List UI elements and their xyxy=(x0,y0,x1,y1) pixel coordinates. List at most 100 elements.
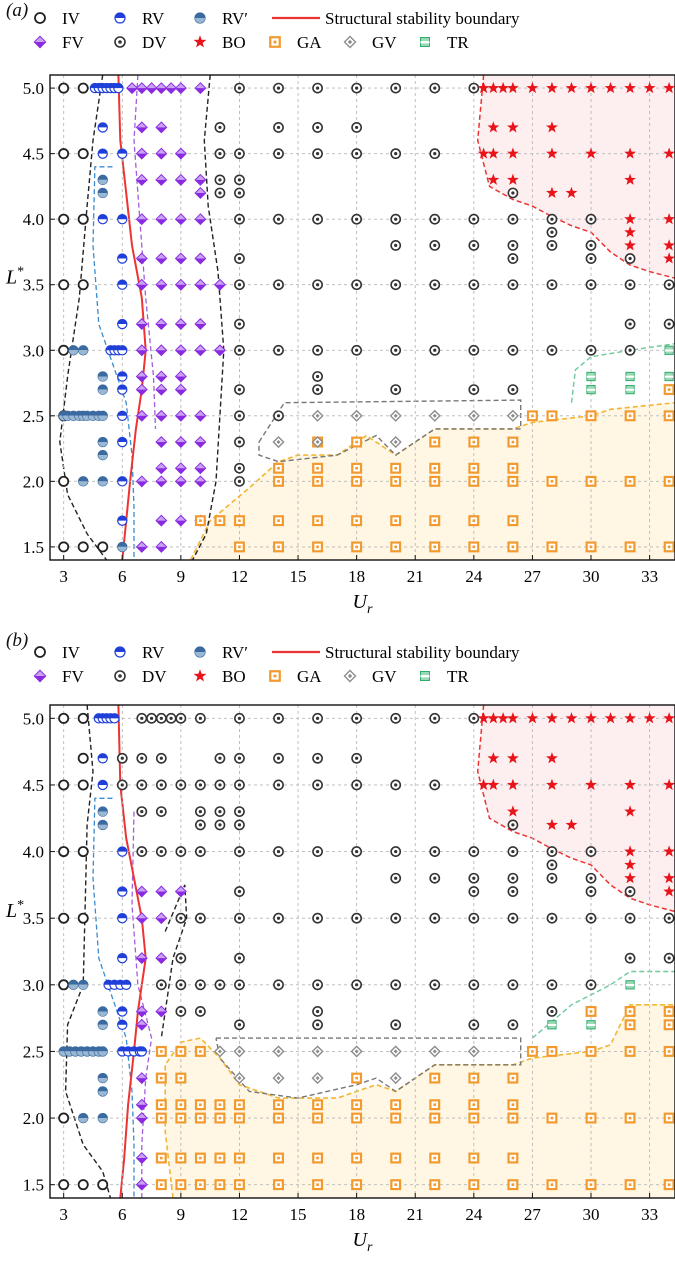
point-DV xyxy=(546,979,558,991)
data-markers xyxy=(58,712,675,1191)
point-GA xyxy=(663,541,675,553)
legend-label-TR: TR xyxy=(447,33,469,52)
point-GV xyxy=(311,409,324,422)
legend-label-IV: IV xyxy=(62,9,81,28)
point-RV xyxy=(117,1019,128,1030)
point-FV xyxy=(155,370,168,383)
point-FV xyxy=(174,436,187,449)
legend-marker-RV xyxy=(114,12,126,24)
point-GA xyxy=(351,1099,363,1111)
point-DV xyxy=(234,979,245,991)
point-BO xyxy=(497,712,510,724)
point-GA xyxy=(194,1112,206,1124)
legend-label-RV: RV xyxy=(142,9,165,28)
point-RV xyxy=(117,436,128,448)
point-IV xyxy=(58,779,70,791)
point-RV xyxy=(117,384,128,395)
point-GA xyxy=(351,1152,363,1164)
point-FV xyxy=(155,318,168,331)
point-DV xyxy=(351,752,363,764)
point-GA xyxy=(155,1152,167,1164)
point-GA xyxy=(155,1179,167,1191)
point-RVp xyxy=(97,1019,108,1030)
point-RV xyxy=(136,1046,147,1057)
point-GA xyxy=(468,1112,480,1124)
point-GA xyxy=(546,475,558,487)
point-GA xyxy=(194,515,206,527)
point-GA xyxy=(214,515,226,527)
point-GA xyxy=(273,475,284,487)
point-DV xyxy=(312,82,323,94)
point-BO xyxy=(565,186,578,198)
point-GA xyxy=(468,475,480,487)
chart-a: IV RV RV′ Structural stability boundary FV DV… xyxy=(5,9,675,617)
point-GA xyxy=(507,515,519,527)
point-IV xyxy=(77,712,89,724)
point-RV xyxy=(117,213,128,225)
point-GA xyxy=(663,1112,675,1124)
point-GA xyxy=(429,462,441,474)
point-DV xyxy=(273,979,284,991)
point-FV xyxy=(135,912,148,925)
point-DV xyxy=(273,779,284,791)
legend-label-RVp: RV′ xyxy=(222,9,248,28)
point-GA xyxy=(663,384,675,396)
point-GA xyxy=(175,1112,187,1124)
point-FV xyxy=(155,147,168,160)
x-axis-label: Ur xyxy=(353,591,373,617)
point-BO xyxy=(624,239,636,251)
point-DV xyxy=(214,979,226,991)
point-DV xyxy=(507,240,519,251)
point-GA xyxy=(546,541,558,553)
point-DV xyxy=(175,1006,187,1017)
point-DV xyxy=(351,213,363,225)
point-GA xyxy=(233,541,245,553)
legend-marker-GV xyxy=(343,35,357,49)
point-BO xyxy=(487,81,500,94)
point-DV xyxy=(507,819,519,831)
point-RV xyxy=(117,148,128,159)
point-FV xyxy=(155,409,168,422)
point-GV xyxy=(428,1045,441,1058)
point-BO xyxy=(663,239,675,251)
point-DV xyxy=(312,779,323,791)
point-DV xyxy=(155,712,167,724)
point-GV xyxy=(506,409,519,422)
point-DV xyxy=(234,148,245,160)
point-RV xyxy=(117,886,128,897)
point-IV xyxy=(77,82,89,94)
point-DV xyxy=(234,712,245,724)
point-BO xyxy=(624,845,636,857)
point-DV xyxy=(312,1019,323,1031)
point-GA xyxy=(546,1045,558,1057)
point-DV xyxy=(312,846,323,857)
point-DV xyxy=(194,912,206,924)
point-FV xyxy=(126,82,139,95)
point-GV xyxy=(233,1072,246,1085)
point-FV xyxy=(135,213,148,226)
point-DV xyxy=(273,148,284,160)
point-RV xyxy=(117,345,128,356)
point-FV xyxy=(155,252,168,265)
point-DV xyxy=(507,344,519,356)
point-DV xyxy=(624,279,636,291)
point-DV xyxy=(429,240,441,251)
point-GA xyxy=(233,515,245,527)
point-BO xyxy=(624,226,636,238)
point-DV xyxy=(194,819,206,831)
point-TR xyxy=(625,384,635,395)
point-GA xyxy=(585,1045,597,1057)
legend-marker-GA xyxy=(269,670,281,682)
point-IV xyxy=(58,148,70,160)
point-DV xyxy=(468,384,480,395)
point-IV xyxy=(77,912,89,924)
point-BO xyxy=(487,752,500,764)
point-DV xyxy=(390,384,402,395)
point-GA xyxy=(624,1019,636,1031)
point-DV xyxy=(663,318,675,330)
point-GA xyxy=(233,1099,245,1111)
point-FV xyxy=(174,173,187,186)
point-RVp xyxy=(68,345,79,356)
legend-marker-TR xyxy=(420,671,430,681)
y-tick-label: 4.0 xyxy=(23,210,44,229)
